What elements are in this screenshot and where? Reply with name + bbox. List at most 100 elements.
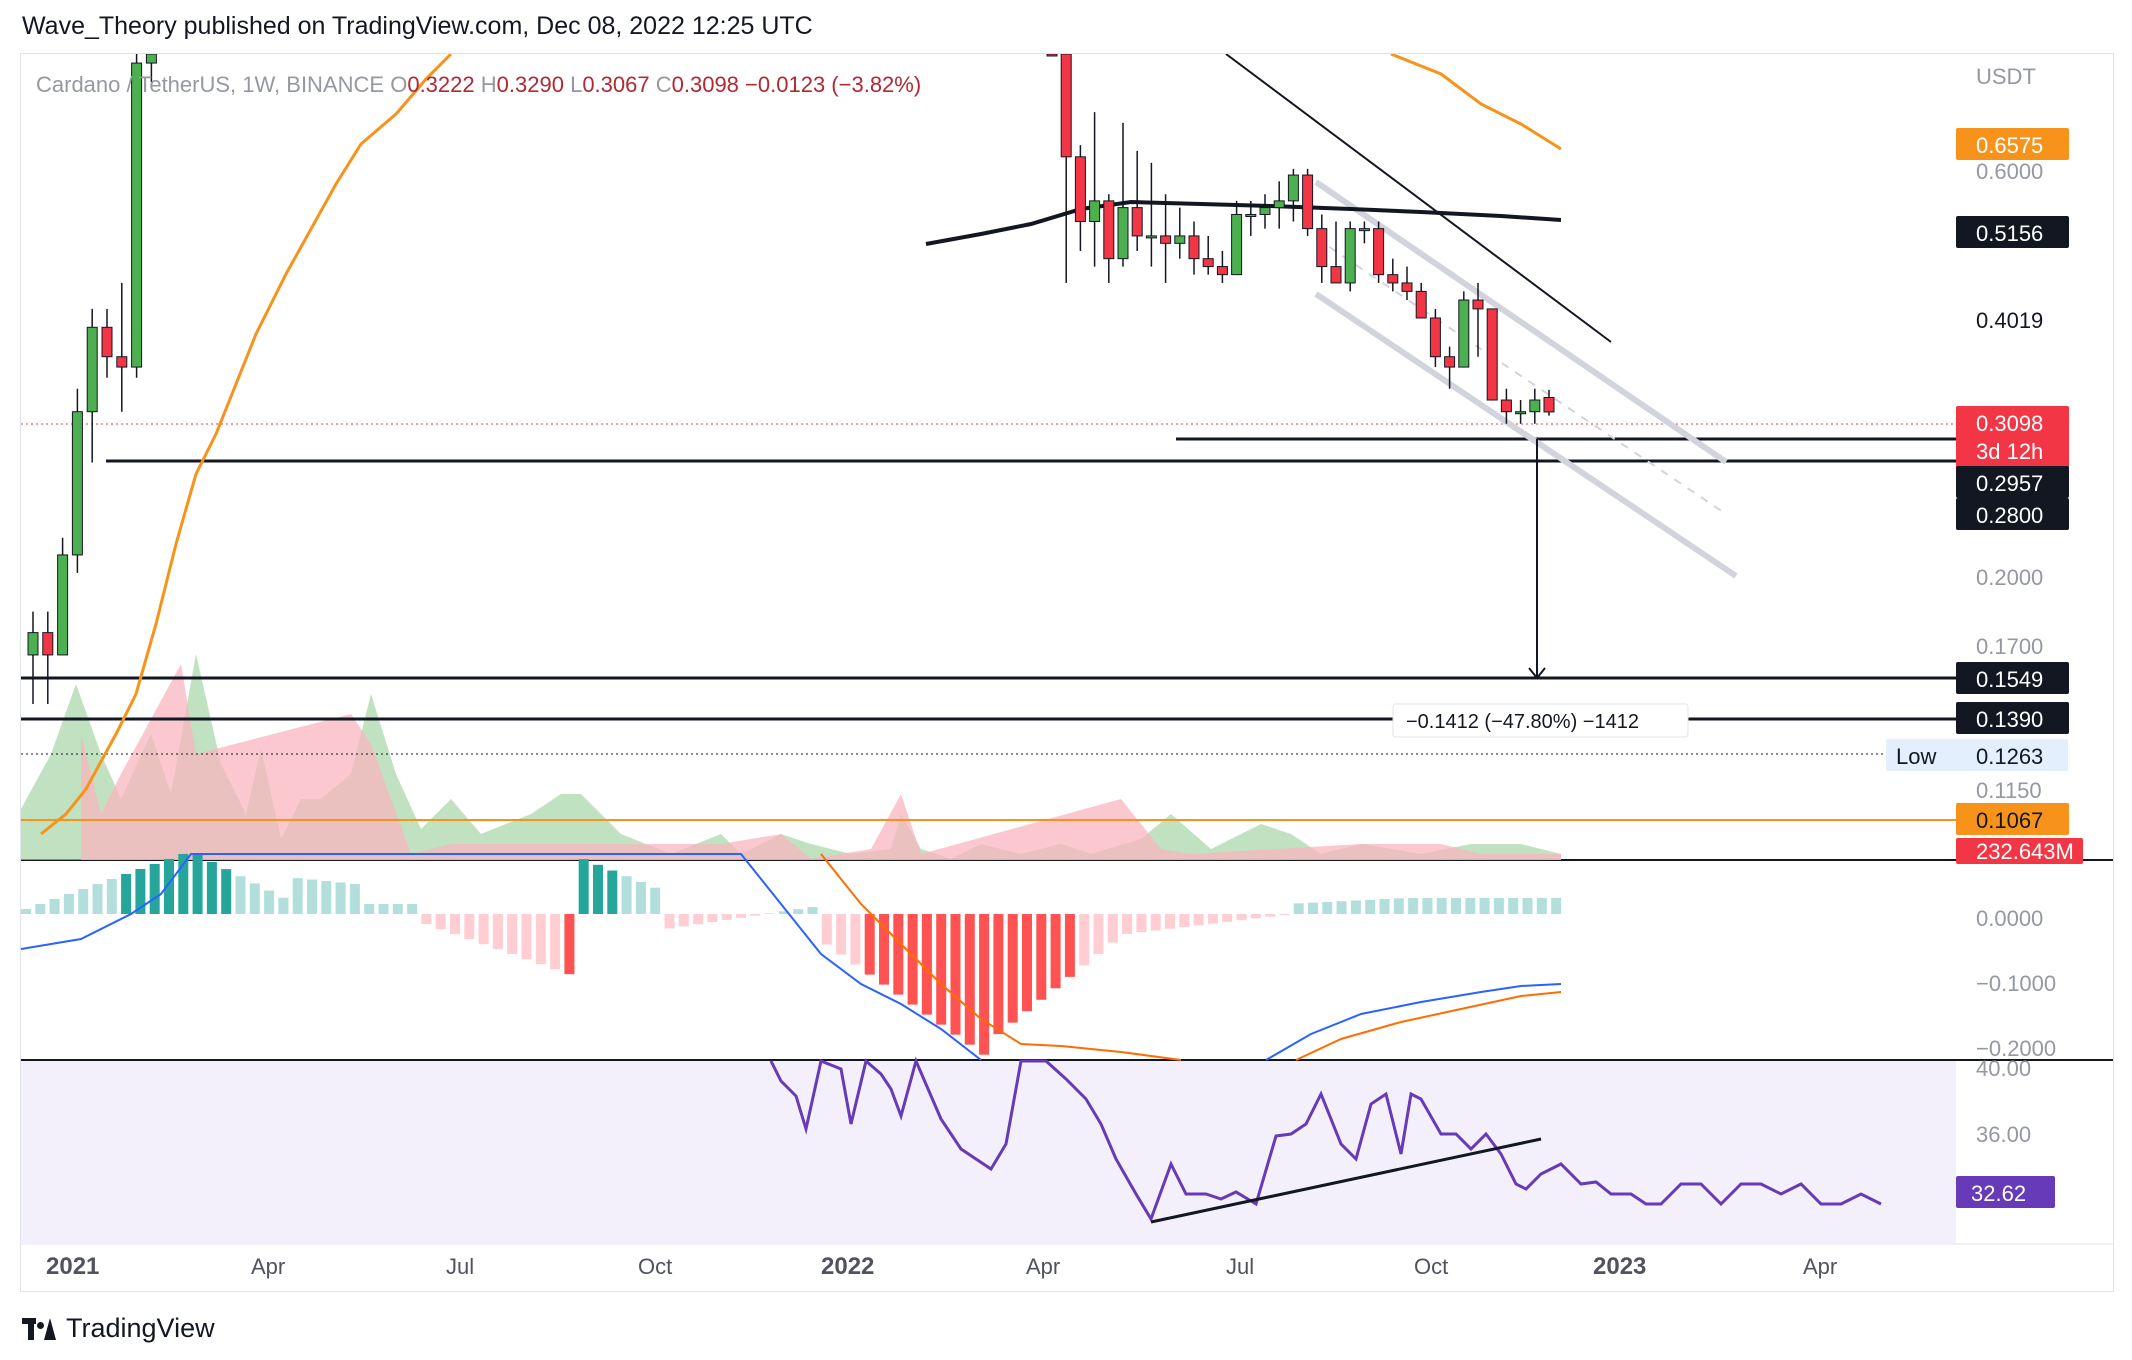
time-label-2021: 2021 [46, 1253, 99, 1280]
macd-bar [1222, 914, 1233, 922]
time-axis: 2021 Apr Jul Oct 2022 Apr Jul Oct 2023 A… [46, 1253, 1837, 1280]
axis-tick-0: 0.6000 [1976, 159, 2043, 184]
macd-bar [1136, 914, 1147, 933]
macd-bar [836, 914, 847, 955]
candle-body [1089, 200, 1101, 222]
macd-bar [535, 914, 546, 965]
time-label-2022: 2022 [821, 1253, 874, 1280]
macd-bar [78, 888, 89, 914]
candle-body [1316, 228, 1328, 268]
rsi-badge: 32.62 [1956, 1176, 2055, 1208]
macd-bar [1393, 898, 1404, 914]
macd-bar [578, 859, 589, 914]
low-value: 0.3067 [582, 72, 650, 97]
measure-tooltip: −0.1412 (−47.80%) −1412 [1392, 703, 1689, 738]
svg-text:0.2800: 0.2800 [1976, 503, 2043, 528]
chart-frame[interactable]: USDT 0.6000 0.4019 0.2000 0.1700 0.1150 … [20, 53, 2114, 1292]
candle-body [86, 326, 98, 413]
price-axis: USDT 0.6000 0.4019 0.2000 0.1700 0.1150 … [1886, 64, 2083, 864]
macd-bar [121, 873, 132, 914]
price-badge-current: 0.3098 3d 12h [1956, 406, 2069, 470]
candle-body [1145, 235, 1157, 239]
macd-bar [707, 914, 718, 923]
time-label-apr-2023: Apr [1803, 1254, 1837, 1279]
macd-bar [307, 879, 317, 914]
macd-bar [635, 881, 646, 914]
channel-lower [1314, 291, 1738, 579]
candle-body [1387, 274, 1399, 284]
macd-bar [450, 914, 460, 935]
macd-bar [335, 882, 346, 914]
macd-tick-1: −0.1000 [1976, 971, 2056, 996]
macd-bar [63, 893, 74, 914]
axis-tick-1: 0.4019 [1976, 308, 2043, 333]
macd-line-right [1265, 983, 1562, 1061]
macd-bar [921, 914, 932, 1015]
macd-bar [650, 887, 661, 914]
time-label-oct-2021: Oct [638, 1254, 672, 1279]
rsi-axis: 40.00 36.00 32.62 [1956, 1056, 2055, 1208]
svg-text:3d 12h: 3d 12h [1976, 439, 2043, 464]
time-label-2023: 2023 [1593, 1253, 1646, 1280]
change-value: −0.0123 (−3.82%) [745, 72, 922, 97]
candle-body [71, 411, 83, 556]
svg-text:0.2957: 0.2957 [1976, 471, 2043, 496]
candle-body [1074, 156, 1086, 222]
candle-body [1103, 200, 1115, 260]
svg-text:0.5156: 0.5156 [1976, 221, 2043, 246]
macd-bar [378, 904, 389, 914]
macd-bar [678, 914, 689, 927]
candle-body [1273, 200, 1285, 209]
candle-body [57, 554, 69, 656]
price-badge-0.2957: 0.2957 [1956, 466, 2069, 498]
macd-bar [221, 869, 232, 914]
macd-axis: 0.0000 −0.1000 −0.2000 [1976, 906, 2056, 1061]
macd-bar [879, 914, 889, 985]
macd-bar [1265, 914, 1276, 917]
macd-bar [979, 914, 990, 1055]
candle-body [1131, 207, 1143, 237]
macd-bar [164, 858, 174, 914]
macd-bar [521, 914, 532, 960]
candle-body [27, 632, 39, 656]
macd-bar [1193, 914, 1204, 926]
svg-text:0.1067: 0.1067 [1976, 808, 2043, 833]
candle-body [1330, 266, 1342, 284]
macd-bar [435, 914, 446, 930]
macd-bar [407, 904, 418, 914]
candle-body [1216, 266, 1228, 276]
macd-bar [950, 914, 961, 1035]
macd-bar [421, 914, 432, 925]
macd-bar [864, 914, 875, 975]
horizontal-levels [21, 423, 1976, 821]
macd-bar [1036, 914, 1047, 1000]
svg-text:0.3098: 0.3098 [1976, 411, 2043, 436]
macd-bar [1293, 903, 1304, 914]
macd-bar [1522, 898, 1533, 914]
macd-bar [664, 914, 675, 929]
signal-line [820, 853, 1182, 1061]
macd-bar [1250, 914, 1261, 919]
macd-bar [1093, 914, 1104, 954]
svg-text:0.6575: 0.6575 [1976, 133, 2043, 158]
macd-bar [750, 914, 761, 916]
tradingview-logo[interactable]: TradingView [22, 1313, 215, 1344]
candle-body [131, 62, 143, 368]
volume-area [21, 654, 1561, 860]
macd-bar [621, 876, 632, 914]
close-value: 0.3098 [671, 72, 739, 97]
time-label-oct-2022: Oct [1414, 1254, 1448, 1279]
macd-bar [964, 914, 975, 1045]
macd-bar [821, 914, 832, 945]
svg-text:0.1390: 0.1390 [1976, 707, 2043, 732]
channel-mid [1315, 237, 1727, 515]
price-badge-0.1390: 0.1390 [1956, 702, 2069, 734]
currency-label: USDT [1976, 64, 2036, 89]
macd-bar [478, 914, 489, 945]
time-label-apr-2021: Apr [251, 1254, 285, 1279]
price-chart[interactable]: USDT 0.6000 0.4019 0.2000 0.1700 0.1150 … [21, 54, 2113, 1291]
macd-bar [1551, 898, 1562, 914]
ma-orange [40, 54, 453, 836]
macd-bar [721, 914, 732, 920]
macd-line [21, 853, 982, 1061]
